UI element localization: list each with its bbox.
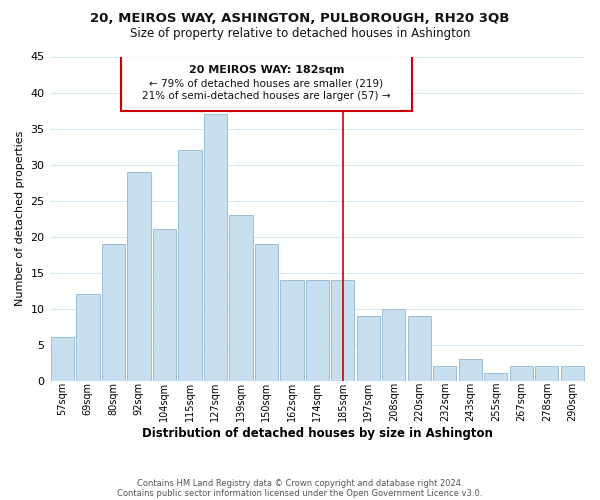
Text: ← 79% of detached houses are smaller (219): ← 79% of detached houses are smaller (21… bbox=[149, 78, 383, 88]
Bar bbox=[305, 280, 329, 380]
Bar bbox=[458, 359, 482, 380]
Bar bbox=[76, 294, 100, 380]
Bar bbox=[254, 244, 278, 380]
Bar bbox=[560, 366, 584, 380]
Bar bbox=[535, 366, 559, 380]
Bar bbox=[331, 280, 355, 380]
Bar bbox=[203, 114, 227, 380]
Bar bbox=[101, 244, 125, 380]
Text: 20 MEIROS WAY: 182sqm: 20 MEIROS WAY: 182sqm bbox=[188, 65, 344, 75]
Bar bbox=[178, 150, 202, 380]
Bar bbox=[121, 56, 412, 110]
Bar bbox=[433, 366, 457, 380]
Bar bbox=[127, 172, 151, 380]
Text: Contains public sector information licensed under the Open Government Licence v3: Contains public sector information licen… bbox=[118, 488, 482, 498]
Bar bbox=[382, 308, 406, 380]
Text: 20, MEIROS WAY, ASHINGTON, PULBOROUGH, RH20 3QB: 20, MEIROS WAY, ASHINGTON, PULBOROUGH, R… bbox=[91, 12, 509, 26]
Bar bbox=[280, 280, 304, 380]
Bar bbox=[50, 338, 74, 380]
Bar bbox=[407, 316, 431, 380]
Y-axis label: Number of detached properties: Number of detached properties bbox=[15, 131, 25, 306]
Bar bbox=[484, 374, 508, 380]
X-axis label: Distribution of detached houses by size in Ashington: Distribution of detached houses by size … bbox=[142, 427, 493, 440]
Bar bbox=[229, 215, 253, 380]
Bar bbox=[509, 366, 533, 380]
Bar bbox=[356, 316, 380, 380]
Text: Size of property relative to detached houses in Ashington: Size of property relative to detached ho… bbox=[130, 28, 470, 40]
Text: 21% of semi-detached houses are larger (57) →: 21% of semi-detached houses are larger (… bbox=[142, 91, 391, 101]
Bar bbox=[152, 230, 176, 380]
Text: Contains HM Land Registry data © Crown copyright and database right 2024.: Contains HM Land Registry data © Crown c… bbox=[137, 478, 463, 488]
